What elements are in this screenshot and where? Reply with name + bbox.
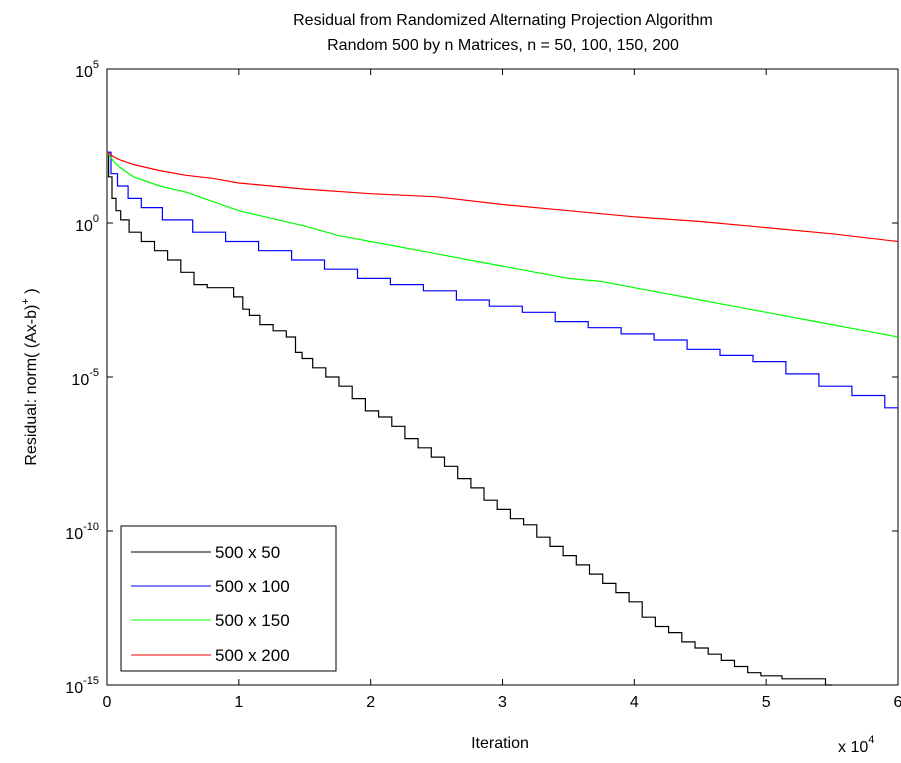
y-tick-label: 10-10 (65, 521, 99, 543)
x-tick-label: 0 (103, 694, 112, 711)
legend-box (120, 525, 337, 672)
x-axis-multiplier: x 104 (838, 734, 874, 756)
chart-title-line-1: Residual from Randomized Alternating Pro… (293, 12, 713, 29)
y-tick-base: 10 (75, 64, 93, 81)
y-tick-exponent: -15 (83, 675, 99, 687)
series-line-500x150 (106, 151, 899, 338)
x-tick-label: 6 (894, 694, 901, 711)
x-tick-label: 4 (630, 694, 639, 711)
legend-label-500x200: 500 x 200 (215, 646, 290, 665)
y-tick-base: 10 (71, 372, 89, 389)
y-label-tail: ) (23, 288, 40, 298)
x-multiplier-exponent: 4 (868, 734, 874, 746)
x-tick-label: 2 (366, 694, 375, 711)
series-line-500x100 (107, 151, 898, 409)
y-label-main: Residual: norm( (Ax-b) (23, 305, 40, 466)
x-multiplier-base: x 10 (838, 739, 868, 756)
chart-title-line-2: Random 500 by n Matrices, n = 50, 100, 1… (327, 37, 679, 54)
x-tick-label: 3 (498, 694, 507, 711)
legend: 500 x 50 500 x 100 500 x 150 500 x 200 (120, 525, 337, 672)
y-tick-label: 10-15 (65, 675, 99, 697)
y-tick-label: 105 (75, 59, 99, 81)
y-tick-base: 10 (65, 680, 83, 697)
y-axis-label: Residual: norm( (Ax-b)+ ) (20, 288, 40, 465)
legend-label-500x150: 500 x 150 (215, 611, 290, 630)
legend-label-500x50: 500 x 50 (215, 543, 280, 562)
y-tick-exponent: 5 (93, 59, 99, 71)
legend-label-500x100: 500 x 100 (215, 577, 290, 596)
y-tick-base: 10 (65, 526, 83, 543)
series-line-500x200 (106, 151, 899, 243)
y-tick-label: 100 (75, 213, 99, 235)
y-tick-exponent: -10 (83, 521, 99, 533)
x-tick-label: 5 (762, 694, 771, 711)
series-layer (106, 151, 899, 686)
y-tick-exponent: 0 (93, 213, 99, 225)
x-axis-label: Iteration (471, 735, 529, 752)
y-tick-exponent: -5 (89, 367, 99, 379)
y-tick-label: 10-5 (71, 367, 99, 389)
x-tick-label: 1 (234, 694, 243, 711)
y-label-superscript: + (20, 298, 32, 304)
y-tick-base: 10 (75, 218, 93, 235)
series-line-500x50 (107, 151, 833, 686)
